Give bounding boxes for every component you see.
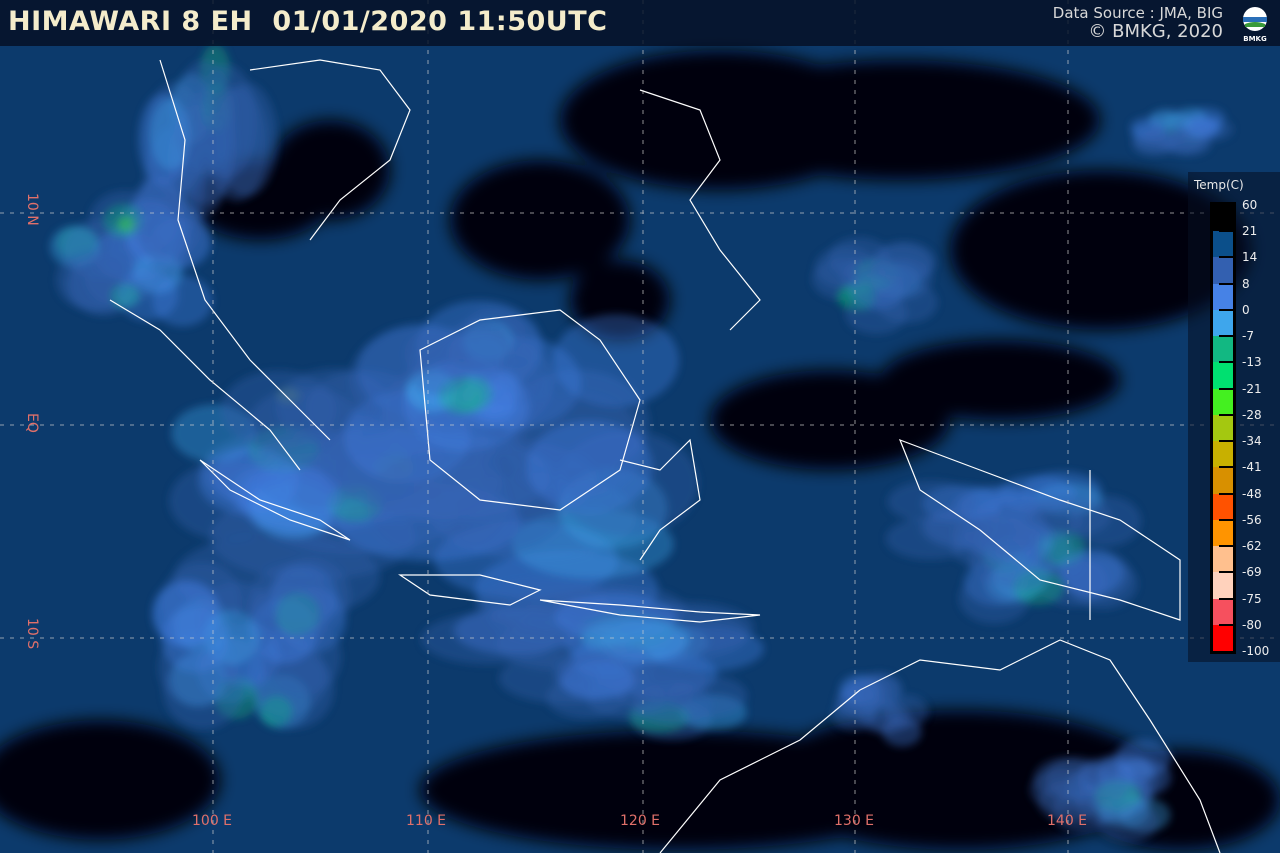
legend-color-segment xyxy=(1213,519,1233,547)
lon-label-140e: 140 E xyxy=(1047,813,1088,829)
lat-label-eq: EQ xyxy=(24,413,40,433)
cloud-top-areas xyxy=(49,44,1234,843)
legend-color-segment xyxy=(1213,572,1233,600)
bmkg-logo-icon: BMKG xyxy=(1243,7,1267,43)
legend-tick xyxy=(1219,413,1233,416)
legend-label: -69 xyxy=(1242,565,1262,580)
legend-label: -100 xyxy=(1242,644,1270,658)
legend-tick xyxy=(1219,308,1233,311)
legend-label: -7 xyxy=(1242,329,1254,344)
legend-tick xyxy=(1219,335,1233,338)
legend-color-segment xyxy=(1213,598,1233,626)
legend-title: Temp(C) xyxy=(1194,178,1244,192)
legend-color-segment xyxy=(1213,257,1233,285)
legend-color-segment xyxy=(1213,493,1233,521)
legend-color-segment xyxy=(1213,467,1233,495)
legend-color-segment xyxy=(1213,283,1233,311)
legend-tick xyxy=(1219,623,1233,626)
temperature-legend: Temp(C) 60 21 14 8 0 -7 -13 -21 -28 -34 -41 -48 -56 -… xyxy=(1188,172,1280,662)
legend-color-segment xyxy=(1213,388,1233,416)
legend-color-segment xyxy=(1213,231,1233,258)
legend-label: -28 xyxy=(1242,407,1262,422)
legend-color-segment xyxy=(1213,546,1233,573)
lon-label-100e: 100 E xyxy=(192,813,233,829)
legend-label: -41 xyxy=(1242,460,1262,475)
lon-label-120e: 120 E xyxy=(620,813,661,829)
legend-color-segment xyxy=(1213,414,1233,442)
legend-label: -48 xyxy=(1242,486,1262,501)
legend-label: 60 xyxy=(1242,198,1258,212)
source-info: Data Source : JMA, BIG © BMKG, 2020 xyxy=(1053,4,1223,42)
legend-label: -75 xyxy=(1242,591,1262,606)
legend-label: -80 xyxy=(1242,617,1262,632)
legend-tick xyxy=(1219,545,1233,548)
legend-color-segment xyxy=(1213,205,1233,232)
legend-color-segment xyxy=(1213,336,1233,363)
svg-text:BMKG: BMKG xyxy=(1243,35,1267,43)
legend-label: 14 xyxy=(1242,250,1258,265)
coastlines xyxy=(109,59,1221,853)
legend-color-segment xyxy=(1213,441,1233,468)
legend-color-segment xyxy=(1213,624,1233,652)
legend-tick xyxy=(1219,492,1233,495)
legend-color-segment xyxy=(1213,309,1233,337)
legend-label: -34 xyxy=(1242,434,1262,449)
legend-label: -13 xyxy=(1242,355,1262,370)
legend-tick xyxy=(1219,256,1233,259)
header-bar: HIMAWARI 8 EH 01/01/2020 11:50UTC Data S… xyxy=(0,0,1280,46)
copyright: © BMKG, 2020 xyxy=(1088,21,1223,42)
lon-label-130e: 130 E xyxy=(834,813,875,829)
data-source: Data Source : JMA, BIG xyxy=(1052,4,1223,22)
color-scale-bar xyxy=(1210,202,1236,654)
legend-tick xyxy=(1219,387,1233,390)
legend-tick xyxy=(1219,571,1233,574)
legend-label: -21 xyxy=(1242,381,1262,396)
legend-label: 0 xyxy=(1242,302,1250,317)
legend-tick xyxy=(1219,361,1233,364)
legend-tick xyxy=(1219,518,1233,521)
legend-tick xyxy=(1219,230,1233,233)
legend-tick xyxy=(1219,282,1233,285)
legend-label: -62 xyxy=(1242,539,1262,554)
legend-label: 21 xyxy=(1242,224,1258,239)
lon-label-110e: 110 E xyxy=(406,813,447,829)
legend-tick xyxy=(1219,466,1233,469)
legend-tick xyxy=(1219,597,1233,600)
legend-color-segment xyxy=(1213,362,1233,390)
lat-label-10s: 10 S xyxy=(24,618,40,650)
lat-label-10n: 10 N xyxy=(24,193,40,226)
clear-sky-areas xyxy=(0,50,1280,850)
legend-tick xyxy=(1219,440,1233,443)
legend-label: 8 xyxy=(1242,276,1250,291)
image-title: HIMAWARI 8 EH 01/01/2020 11:50UTC xyxy=(8,6,608,37)
legend-label: -56 xyxy=(1242,512,1262,527)
